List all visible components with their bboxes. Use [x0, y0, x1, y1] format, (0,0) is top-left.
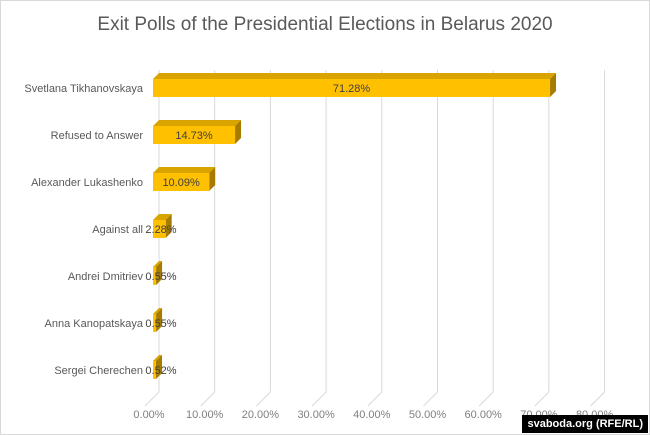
chart-title: Exit Polls of the Presidential Elections… [97, 14, 552, 35]
bar-side [156, 355, 162, 379]
data-label: 0.55% [145, 318, 176, 330]
category-label: Sergei Cherechen [54, 365, 143, 377]
x-tick-label: 60.00% [465, 409, 503, 421]
bar [153, 126, 236, 144]
x-tick-label: 40.00% [353, 409, 391, 421]
bar [153, 220, 166, 238]
bar [153, 361, 156, 379]
bar-side [156, 308, 163, 332]
data-label: 2.28% [145, 224, 176, 236]
bar-side [156, 261, 163, 285]
x-tick-label: 50.00% [409, 409, 447, 421]
x-tick-label: 20.00% [242, 409, 280, 421]
x-tick-label: 30.00% [297, 409, 335, 421]
gridline-foot [478, 391, 494, 407]
bar-top [153, 355, 162, 361]
bar [153, 267, 157, 285]
bar-top [153, 167, 216, 173]
source-credit: svaboda.org (RFE/RL) [522, 415, 648, 433]
category-label: Anna Kanopatskaya [45, 318, 144, 330]
category-label: Andrei Dmitriev [68, 271, 144, 283]
bar [153, 79, 551, 97]
gridline-foot [423, 391, 438, 407]
data-label: 10.09% [162, 177, 200, 189]
category-label: Refused to Answer [51, 130, 144, 142]
x-tick-label: 0.00% [133, 409, 164, 421]
gridline-foot [144, 391, 160, 407]
bar-side [235, 120, 242, 144]
gridline-foot [534, 391, 550, 407]
category-label: Alexander Lukashenko [31, 177, 143, 189]
bar-top [153, 214, 172, 220]
gridline-foot [200, 391, 216, 407]
bar [153, 314, 157, 332]
gridline-foot [311, 391, 327, 407]
data-label: 71.28% [333, 83, 371, 95]
gridline-foot [367, 391, 383, 407]
bar-top [153, 73, 557, 79]
bar-top [153, 261, 163, 267]
category-label: Against all [92, 224, 143, 236]
category-label: Svetlana Tikhanovskaya [24, 83, 144, 95]
data-label: 14.73% [175, 130, 213, 142]
x-tick-label: 10.00% [186, 409, 224, 421]
data-label: 0.55% [145, 271, 176, 283]
bar-top [153, 120, 242, 126]
bar-side [209, 167, 216, 191]
gridline-foot [590, 391, 605, 407]
bar-top [153, 308, 163, 314]
data-label: 0.52% [145, 365, 176, 377]
bar-side [550, 73, 557, 97]
gridline-foot [256, 391, 271, 407]
bar [153, 173, 210, 191]
bar-side [165, 214, 172, 238]
